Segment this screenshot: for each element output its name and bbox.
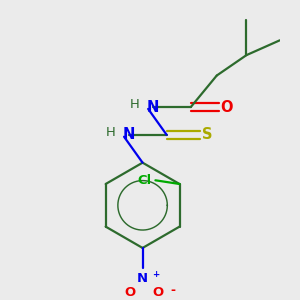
Text: O: O xyxy=(124,286,135,299)
Text: N: N xyxy=(146,100,159,115)
Text: S: S xyxy=(202,128,212,142)
Text: N: N xyxy=(122,128,135,142)
Text: H: H xyxy=(106,126,116,139)
Text: N: N xyxy=(137,272,148,285)
Text: O: O xyxy=(153,286,164,299)
Text: Cl: Cl xyxy=(138,174,152,187)
Text: -: - xyxy=(170,284,175,297)
Text: O: O xyxy=(220,100,233,115)
Text: +: + xyxy=(152,270,159,279)
Text: H: H xyxy=(130,98,140,111)
